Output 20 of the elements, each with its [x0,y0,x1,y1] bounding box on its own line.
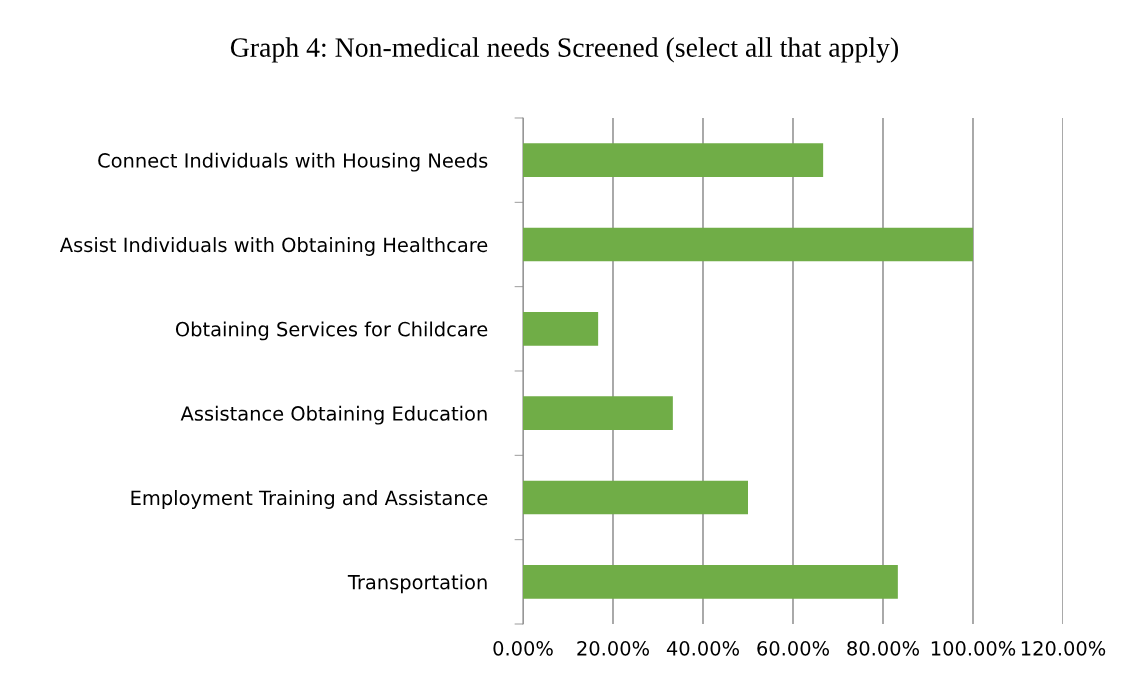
x-tick-label: 100.00% [931,641,1016,656]
x-tick-label: 20.00% [577,641,649,656]
y-tick-label: Employment Training and Assistance [131,490,488,509]
x-tick-label: 60.00% [757,641,829,656]
y-tick-label: Obtaining Services for Childcare [175,321,488,341]
bar [523,227,973,262]
y-tick-label: Transportation [347,574,487,594]
bar [523,564,898,599]
x-tick-label: 120.00% [1021,641,1106,656]
x-tick-label: 80.00% [847,641,919,656]
bar [523,480,748,515]
bar [523,396,673,431]
x-tick-label: 0.00% [493,641,553,656]
bar [523,143,824,178]
chart-title: Graph 4: Non-medical needs Screened (select all that apply) [230,37,899,63]
bar [523,311,599,346]
y-tick-label: Connect Individuals with Housing Needs [98,152,488,172]
x-tick-label: 40.00% [666,641,739,656]
y-tick-label: Assist Individuals with Obtaining Healthcare [59,237,488,256]
y-tick-label: Assistance Obtaining Education [180,405,487,425]
